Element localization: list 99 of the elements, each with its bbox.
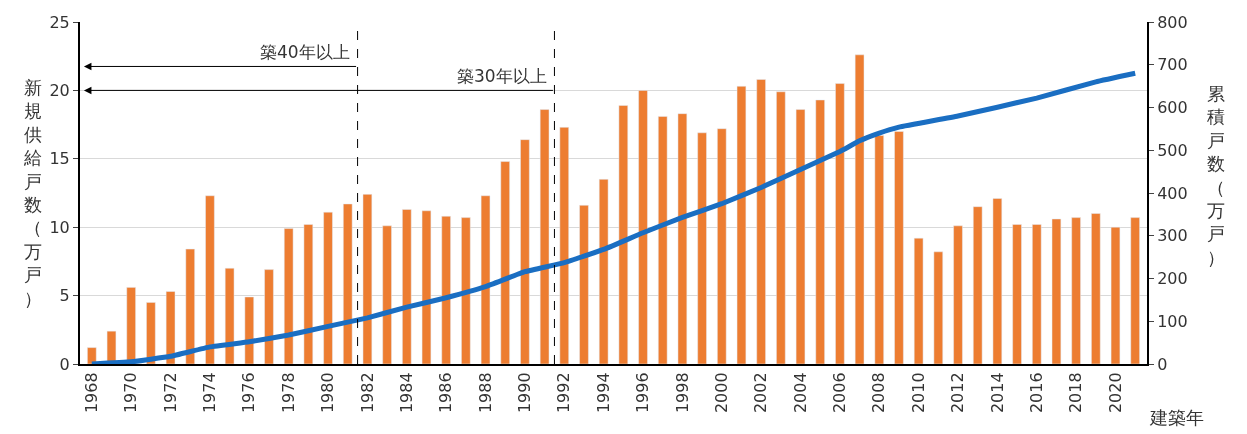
bar: [894, 131, 904, 364]
bar: [323, 211, 333, 364]
x-tick-label: 1992: [554, 372, 574, 414]
y2-tick-label: 700: [1157, 55, 1188, 75]
bar: [598, 179, 609, 364]
bar: [382, 225, 392, 364]
x-tick-label: 1972: [160, 372, 180, 414]
y-tick-label: 5: [59, 286, 70, 306]
bar: [185, 248, 195, 364]
x-tick-label: 1970: [121, 372, 141, 414]
x-tick-label: 2012: [948, 372, 968, 414]
bar: [1051, 218, 1062, 364]
bar: [224, 267, 235, 364]
bar: [874, 135, 884, 364]
x-tick-label: 2000: [711, 372, 731, 414]
bar: [795, 109, 806, 364]
bar: [264, 269, 274, 364]
bar: [697, 132, 707, 364]
y2-tick-label: 0: [1157, 354, 1168, 374]
bar: [303, 224, 314, 364]
x-tick-label: 1984: [396, 372, 416, 414]
bar: [402, 209, 412, 364]
x-tick-label: 2014: [987, 372, 1007, 414]
x-tick-label: 1974: [200, 372, 220, 414]
bar: [854, 54, 865, 364]
x-tick-label: 2018: [1066, 372, 1086, 414]
bar: [736, 86, 747, 364]
bar: [500, 161, 510, 364]
x-tick-label: 2010: [908, 372, 928, 414]
bar: [1032, 224, 1042, 364]
y2-tick-label: 200: [1157, 269, 1188, 289]
x-tick-label: 1998: [672, 372, 692, 414]
bar: [1071, 217, 1081, 364]
ref-line-label: 築30年以上: [457, 66, 547, 86]
bar: [815, 99, 825, 364]
x-tick-label: 1982: [357, 372, 377, 414]
y-tick-label: 0: [59, 354, 70, 374]
bar: [87, 347, 97, 364]
bar: [992, 198, 1003, 364]
bar: [1110, 226, 1121, 364]
x-tick-label: 2002: [751, 372, 771, 414]
x-tick-label: 2016: [1026, 372, 1046, 414]
bar: [1012, 224, 1022, 364]
bar: [618, 105, 629, 364]
bar: [421, 210, 432, 364]
bar: [776, 91, 786, 364]
y2-tick-label: 100: [1157, 311, 1188, 331]
bar: [1091, 213, 1101, 364]
y-tick-label: 25: [49, 12, 70, 32]
y2-tick-label: 400: [1157, 183, 1188, 203]
bar: [205, 195, 215, 364]
x-tick-label: 1990: [515, 372, 535, 414]
bar: [539, 109, 550, 364]
bar: [638, 90, 648, 364]
x-tick-label: 1980: [318, 372, 338, 414]
x-tick-label: 1996: [633, 372, 653, 414]
bar: [933, 251, 943, 364]
x-tick-label: 1994: [593, 372, 613, 414]
bar: [520, 139, 530, 364]
bar: [480, 195, 491, 364]
x-tick-label: 1986: [436, 372, 456, 414]
y-tick-label: 10: [49, 217, 70, 237]
bar: [146, 302, 156, 364]
bar: [913, 237, 924, 364]
bar: [244, 296, 254, 364]
bar: [441, 216, 451, 364]
y2-tick-label: 600: [1157, 98, 1188, 118]
y2-tick-label: 300: [1157, 226, 1188, 246]
bar: [658, 116, 668, 364]
y-tick-label: 15: [49, 149, 70, 169]
y-tick-label: 20: [49, 81, 70, 100]
bar: [284, 228, 294, 364]
bar: [343, 203, 353, 364]
text: 新規供給戸数（万戸）: [24, 77, 42, 309]
bar: [953, 225, 963, 364]
y2-tick-label: 500: [1157, 140, 1188, 160]
x-axis-title: 建築年: [1149, 407, 1204, 428]
bar: [677, 113, 688, 364]
x-tick-label: 2008: [869, 372, 889, 414]
bar: [756, 79, 766, 364]
y2-tick-label: 800: [1157, 12, 1188, 32]
ref-line-label: 築40年以上: [260, 42, 350, 62]
x-tick-label: 1976: [239, 372, 259, 414]
bar: [559, 127, 569, 364]
bar: [835, 83, 845, 364]
bar: [165, 291, 176, 364]
bar: [461, 217, 471, 364]
bar: [973, 206, 983, 364]
bar: [717, 128, 727, 364]
x-tick-label: 1978: [278, 372, 298, 414]
x-tick-label: 2020: [1105, 372, 1125, 414]
y2-axis-title: 累積戸数（万戸）: [1207, 83, 1225, 268]
x-tick-label: 1988: [475, 372, 495, 414]
x-tick-label: 2004: [790, 372, 810, 414]
bar: [1130, 217, 1140, 364]
bar: [579, 205, 589, 364]
x-tick-label: 1968: [82, 372, 102, 414]
bar: [362, 194, 373, 364]
x-tick-label: 2006: [830, 372, 850, 414]
